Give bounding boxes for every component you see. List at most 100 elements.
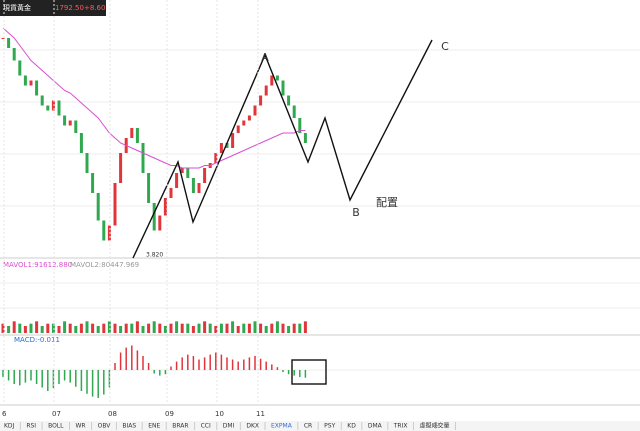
add-tab[interactable]: +: [432, 422, 440, 431]
candle: [298, 118, 302, 133]
volume-bar: [147, 323, 151, 333]
candle: [253, 105, 257, 116]
candle: [225, 143, 229, 148]
volume-bar: [74, 326, 78, 333]
volume-bar: [124, 323, 128, 333]
volume-bar: [253, 321, 257, 333]
candle: [303, 133, 307, 143]
candle: [1, 38, 5, 39]
indicator-tab[interactable]: ENE: [148, 423, 160, 430]
volume-bar: [292, 323, 296, 333]
volume-bar: [231, 321, 235, 333]
volume-bar: [163, 326, 167, 333]
volume-bar: [12, 321, 16, 333]
indicator-tab[interactable]: BRAR: [172, 423, 188, 430]
indicator-tab[interactable]: 虛擬成交量: [419, 422, 449, 430]
candle: [107, 225, 111, 241]
candle: [102, 220, 106, 241]
candle: [169, 188, 173, 198]
candle: [91, 173, 95, 193]
x-tick-label: 10: [215, 410, 224, 418]
volume-bar: [29, 323, 33, 333]
volume-bar: [51, 323, 55, 333]
volume-bar: [175, 321, 179, 333]
indicator-tab[interactable]: DKX: [246, 423, 259, 430]
volume-bar: [208, 323, 212, 333]
indicator-tab[interactable]: DMA: [368, 423, 383, 430]
candle: [158, 215, 162, 231]
volume-bar: [298, 323, 302, 333]
x-tick-label: 09: [165, 410, 174, 418]
indicator-tab[interactable]: CR: [304, 423, 312, 430]
candle: [242, 120, 246, 126]
indicator-tab[interactable]: CCI: [201, 423, 211, 430]
indicator-tab[interactable]: BOLL: [48, 423, 64, 430]
volume-bar: [102, 323, 106, 333]
indicator-tab[interactable]: KDJ: [4, 423, 15, 430]
x-tick-label: 07: [52, 410, 61, 418]
candle: [40, 95, 44, 106]
indicator-tab[interactable]: RSI: [26, 423, 36, 430]
volume-bar: [219, 323, 223, 333]
indicator-tab[interactable]: BIAS: [122, 423, 136, 430]
wave-label: B: [352, 206, 360, 219]
candle: [197, 183, 201, 193]
indicator-tab[interactable]: PSY: [324, 423, 335, 430]
volume-bar: [259, 323, 263, 333]
volume-bar: [281, 323, 285, 333]
volume-bar: [264, 326, 268, 333]
tab-bar: [0, 421, 640, 431]
volume-bar: [113, 323, 117, 333]
indicator-tab[interactable]: OBV: [98, 423, 112, 430]
volume-bar: [85, 321, 89, 333]
indicator-tab[interactable]: WR: [76, 423, 86, 430]
volume-bar: [63, 321, 67, 333]
volume-bar: [287, 326, 291, 333]
wave-annotation: [132, 39, 433, 259]
candle: [203, 168, 207, 183]
volume-bar: [135, 321, 139, 333]
price-change: +8.60: [84, 4, 105, 12]
candle: [152, 203, 156, 231]
low-marker: 3.820: [146, 252, 163, 259]
volume-bar: [130, 323, 134, 333]
volume-bar: [225, 323, 229, 333]
candle: [275, 75, 279, 81]
x-tick-label: 6: [2, 410, 7, 418]
candle: [51, 100, 55, 111]
volume-label: MAVOL1:91612.880: [3, 261, 72, 269]
volume-bar: [169, 323, 173, 333]
candle: [175, 173, 179, 188]
candle: [85, 153, 89, 173]
x-tick-label: 08: [108, 410, 117, 418]
indicator-tab[interactable]: EXPMA: [271, 423, 293, 430]
candle: [46, 105, 50, 111]
candle: [270, 75, 274, 86]
candle: [214, 153, 218, 163]
volume-bar: [158, 323, 162, 333]
candle: [163, 198, 167, 216]
candle: [23, 75, 27, 86]
indicator-tab[interactable]: KD: [347, 423, 356, 430]
volume-bar: [91, 323, 95, 333]
tabs: KDJ RSI BOLL WR OBV BIAS ENE BRAR CCI DMI DKX EXPMA…: [4, 422, 456, 430]
candle: [231, 133, 235, 148]
volume-bar: [214, 326, 218, 333]
macd-label: MACD:-0.011: [14, 336, 60, 344]
candle: [68, 120, 72, 126]
volume-bar: [23, 326, 27, 333]
indicator-tab[interactable]: DMI: [223, 423, 235, 430]
candle: [147, 173, 151, 203]
volume-bar: [152, 321, 156, 333]
volume-bar: [107, 321, 111, 333]
volume-bar: [119, 326, 123, 333]
candle: [180, 168, 184, 173]
highlight-box: [291, 359, 327, 385]
candle: [79, 133, 83, 153]
indicator-tab[interactable]: TRIX: [393, 423, 408, 430]
quote-box: [0, 0, 106, 16]
instrument-name: 現貨黃金: [3, 3, 31, 12]
volume-label: MAVOL2:80447.969: [70, 261, 139, 269]
candle: [186, 168, 190, 178]
